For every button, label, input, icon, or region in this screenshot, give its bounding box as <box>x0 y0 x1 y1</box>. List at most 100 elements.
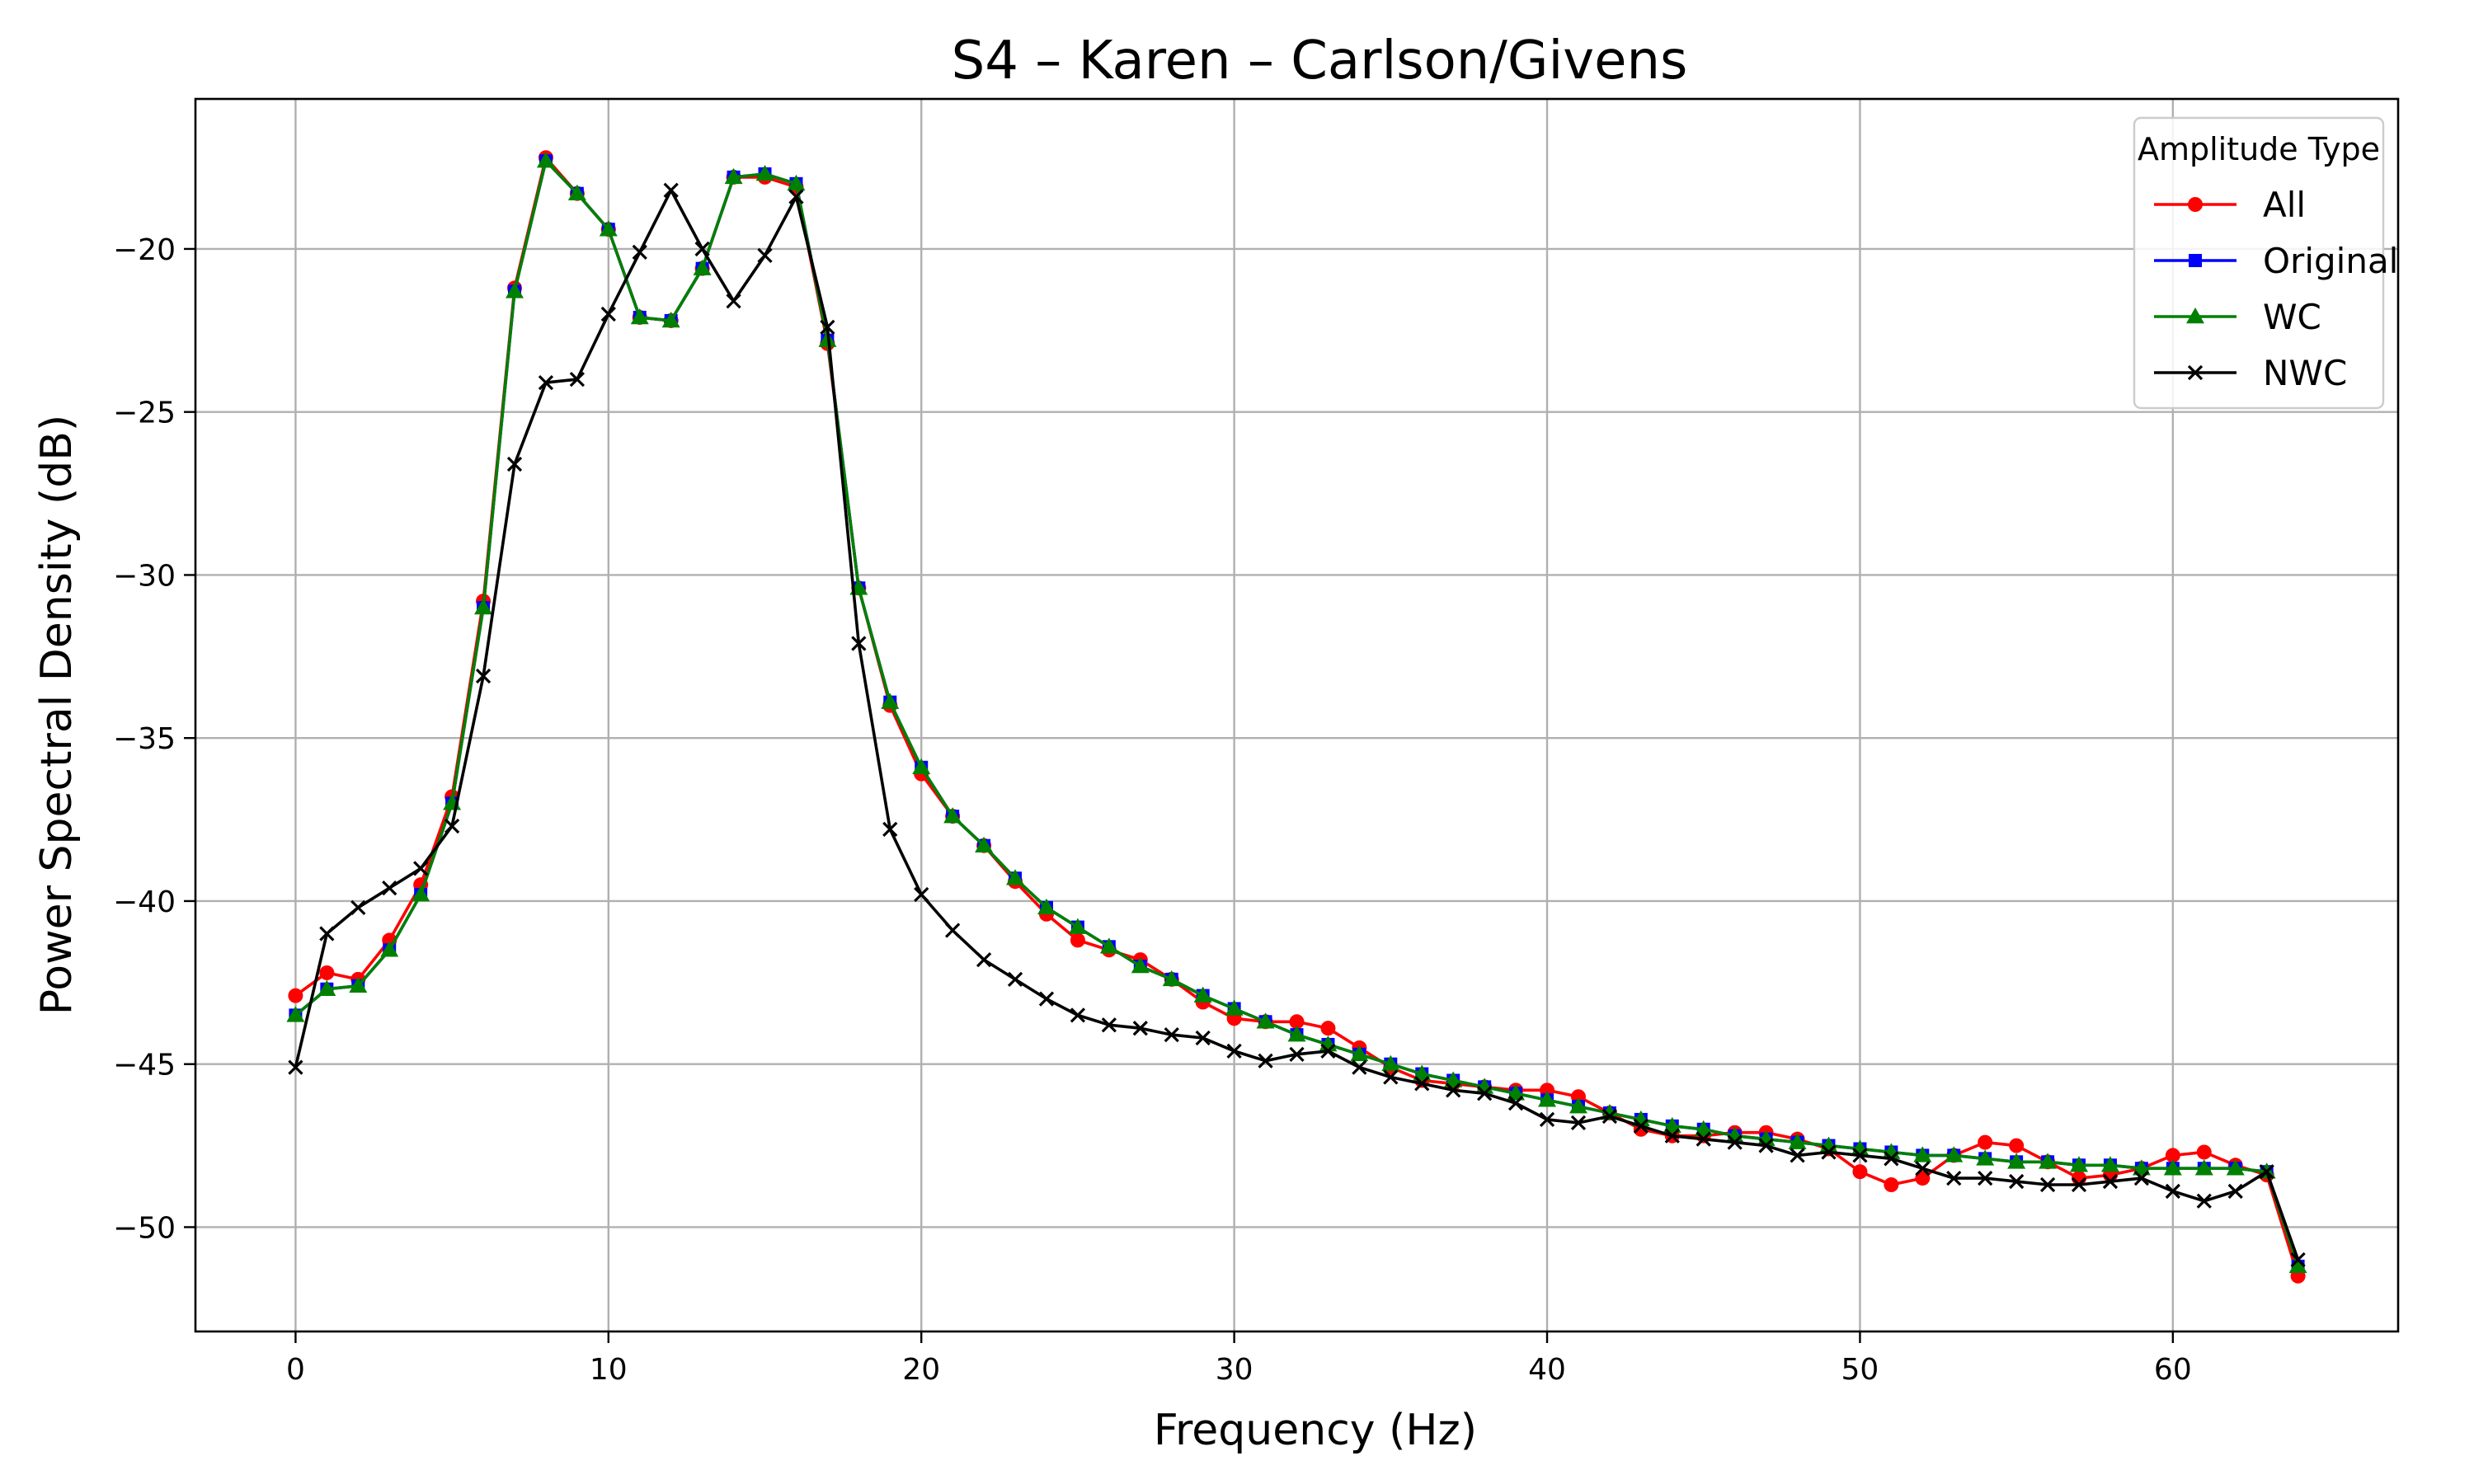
data-point-all <box>288 988 303 1003</box>
data-point-wc <box>286 1006 305 1022</box>
y-tick-label: −30 <box>113 559 176 593</box>
plot-series <box>286 150 2307 1284</box>
data-point-wc <box>912 758 931 775</box>
data-point-wc <box>1162 970 1181 987</box>
y-tick-label: −35 <box>113 722 176 756</box>
legend-box <box>2133 116 2385 410</box>
legend-entry-wc: WC <box>2154 297 2321 337</box>
data-point-nwc <box>1539 1111 1555 1128</box>
data-point-nwc <box>1821 1144 1837 1160</box>
data-point-nwc <box>1258 1053 1273 1068</box>
data-point-nwc <box>726 294 741 309</box>
data-point-wc <box>567 184 586 200</box>
x-tick-label: 60 <box>2154 1353 2192 1387</box>
data-point-nwc <box>2165 1183 2180 1200</box>
y-axis-label: Power Spectral Density (dB) <box>32 415 82 1015</box>
y-tick-label: −25 <box>113 397 176 430</box>
chart-title: S4 – Karen – Carlson/Givens <box>952 31 1688 92</box>
data-point-nwc <box>1727 1134 1743 1150</box>
data-point-nwc <box>1758 1138 1774 1153</box>
data-point-wc <box>412 885 430 902</box>
data-point-nwc <box>757 247 773 263</box>
legend-label-all: All <box>2263 185 2306 225</box>
data-point-nwc <box>2196 1193 2212 1209</box>
data-point-nwc <box>1446 1082 1461 1098</box>
data-point-nwc <box>976 951 992 968</box>
data-point-wc <box>536 152 555 168</box>
data-point-nwc <box>1101 1017 1117 1033</box>
data-point-nwc <box>2290 1252 2306 1268</box>
x-tick-label: 0 <box>286 1353 305 1387</box>
data-point-wc <box>505 282 524 298</box>
data-point-nwc <box>288 1059 303 1075</box>
data-point-wc <box>724 167 743 185</box>
data-point-nwc <box>1633 1118 1649 1134</box>
data-point-all <box>1320 1021 1336 1036</box>
y-tick-label: −50 <box>113 1211 176 1245</box>
series-wc <box>286 152 2307 1274</box>
legend-label-nwc: NWC <box>2263 353 2347 393</box>
data-point-nwc <box>2039 1176 2056 1193</box>
data-point-wc <box>1694 1120 1713 1137</box>
data-point-wc <box>1068 918 1087 934</box>
legend-label-wc: WC <box>2263 297 2321 337</box>
data-point-wc <box>2194 1159 2213 1176</box>
data-point-wc <box>1287 1026 1306 1042</box>
data-point-nwc <box>2102 1173 2119 1190</box>
data-point-nwc <box>444 818 460 834</box>
data-point-nwc <box>663 182 679 198</box>
data-point-all <box>319 965 335 980</box>
data-point-wc <box>1507 1084 1526 1101</box>
data-point-nwc <box>569 372 586 387</box>
legend-label-original: Original <box>2263 241 2398 281</box>
data-point-wc <box>1006 869 1025 885</box>
data-point-wc <box>317 979 336 996</box>
data-point-nwc <box>1226 1043 1242 1059</box>
data-point-wc <box>755 164 774 181</box>
data-point-nwc <box>1414 1076 1430 1092</box>
data-point-wc <box>2100 1156 2119 1172</box>
grid-lines <box>195 99 2398 1331</box>
data-point-wc <box>1569 1097 1587 1114</box>
data-point-nwc <box>1946 1170 1962 1186</box>
data-point-nwc <box>632 244 647 261</box>
plot-frame <box>194 97 2400 1333</box>
data-point-wc <box>2007 1153 2026 1169</box>
data-point-nwc <box>820 319 835 335</box>
data-point-nwc <box>851 636 867 651</box>
data-point-wc <box>1099 937 1118 954</box>
legend-entry-all: All <box>2154 185 2306 225</box>
data-point-wc <box>1256 1012 1275 1029</box>
data-point-wc <box>474 598 493 615</box>
data-point-wc <box>1913 1146 1932 1162</box>
x-tick-label: 40 <box>1528 1353 1566 1387</box>
data-point-nwc <box>882 821 898 838</box>
data-point-wc <box>1538 1091 1557 1107</box>
data-point-wc <box>380 941 399 957</box>
data-point-nwc <box>2133 1170 2150 1186</box>
data-point-wc <box>2039 1153 2058 1169</box>
legend-marker-all <box>2188 197 2203 212</box>
data-point-nwc <box>1038 991 1055 1007</box>
x-tick-label: 20 <box>902 1353 940 1387</box>
data-point-nwc <box>1195 1030 1211 1046</box>
data-point-all <box>1978 1134 1993 1150</box>
data-point-wc <box>1131 957 1150 974</box>
data-point-wc <box>2226 1159 2245 1176</box>
data-point-nwc <box>945 923 961 938</box>
data-point-all <box>1070 932 1085 948</box>
data-point-wc <box>975 836 994 852</box>
data-point-wc <box>881 693 900 709</box>
data-point-nwc <box>1007 971 1023 987</box>
data-point-nwc <box>1507 1096 1524 1111</box>
x-tick-label: 30 <box>1216 1353 1253 1387</box>
data-point-wc <box>1350 1045 1369 1062</box>
data-point-nwc <box>2071 1176 2087 1193</box>
legend-marker-nwc <box>2187 364 2204 381</box>
data-point-nwc <box>506 456 523 472</box>
data-point-nwc <box>914 886 929 903</box>
data-point-wc <box>1413 1064 1432 1081</box>
data-point-all <box>2009 1138 2025 1153</box>
data-point-wc <box>2163 1159 2182 1176</box>
data-point-nwc <box>538 374 554 391</box>
